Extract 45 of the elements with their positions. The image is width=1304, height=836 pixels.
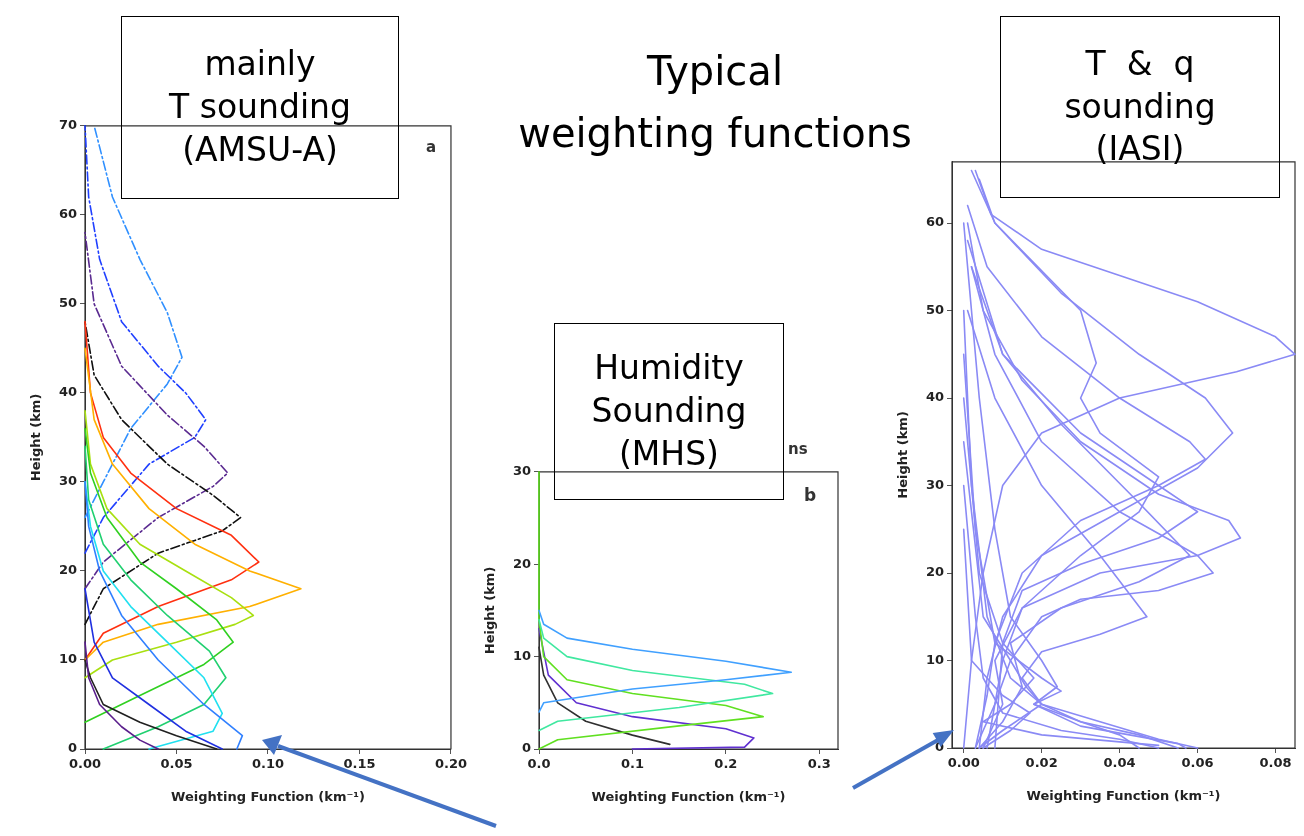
x-tick-label: 0.1 (620, 756, 644, 772)
x-axis-title: Weighting Function (km⁻¹) (591, 788, 786, 804)
y-tick-label: 20 (925, 564, 944, 580)
chart-title: Humidity Sounding (MHS) (554, 323, 784, 500)
y-tick-label: 20 (58, 562, 77, 578)
x-tick-label: 0.00 (947, 755, 980, 771)
x-tick-label: 0.3 (807, 756, 831, 772)
y-tick-label: 30 (58, 473, 77, 489)
x-tick-label: 0.0 (527, 756, 551, 772)
y-tick-label: 60 (58, 206, 77, 222)
x-axis-title: Weighting Function (km⁻¹) (171, 788, 365, 804)
x-tick-label: 0.2 (714, 756, 738, 772)
y-tick-label: 10 (925, 651, 944, 667)
y-axis-title: Height (km) (482, 566, 498, 655)
y-tick-label: 0 (67, 740, 77, 756)
y-tick-label: 40 (58, 384, 77, 400)
y-tick-label: 30 (925, 476, 944, 492)
y-axis-title: Height (km) (28, 393, 44, 482)
x-tick-label: 0.06 (1181, 755, 1214, 771)
x-tick-label: 0.05 (160, 756, 193, 772)
text: ns (788, 439, 808, 460)
y-tick-label: 10 (58, 651, 77, 667)
x-tick-label: 0.15 (343, 756, 376, 772)
x-tick-label: 0.02 (1025, 755, 1058, 771)
x-tick-label: 0.08 (1259, 755, 1292, 771)
x-axis-title: Weighting Function (km⁻¹) (1026, 787, 1221, 803)
annotation: b (804, 484, 817, 507)
y-tick-label: 50 (925, 301, 944, 317)
annotation: a (426, 137, 437, 158)
x-tick-label: 0.20 (434, 756, 467, 772)
text: Typical weighting functions (518, 47, 912, 158)
x-tick-label: 0.10 (251, 756, 285, 772)
y-tick-label: 60 (925, 214, 944, 230)
y-tick-label: 10 (512, 647, 531, 663)
y-tick-label: 0 (521, 740, 531, 756)
y-tick-label: 50 (58, 295, 77, 311)
y-tick-label: 30 (512, 463, 531, 479)
x-tick-label: 0.00 (68, 756, 102, 772)
y-tick-label: 70 (58, 117, 77, 133)
chart-title: T & q sounding (IASI) (1000, 16, 1280, 198)
y-tick-label: 40 (925, 389, 944, 405)
chart-title: mainly T sounding (AMSU-A) (121, 16, 399, 199)
y-axis-title: Height (km) (895, 411, 911, 499)
x-tick-label: 0.04 (1103, 755, 1136, 771)
y-tick-label: 20 (512, 555, 531, 571)
